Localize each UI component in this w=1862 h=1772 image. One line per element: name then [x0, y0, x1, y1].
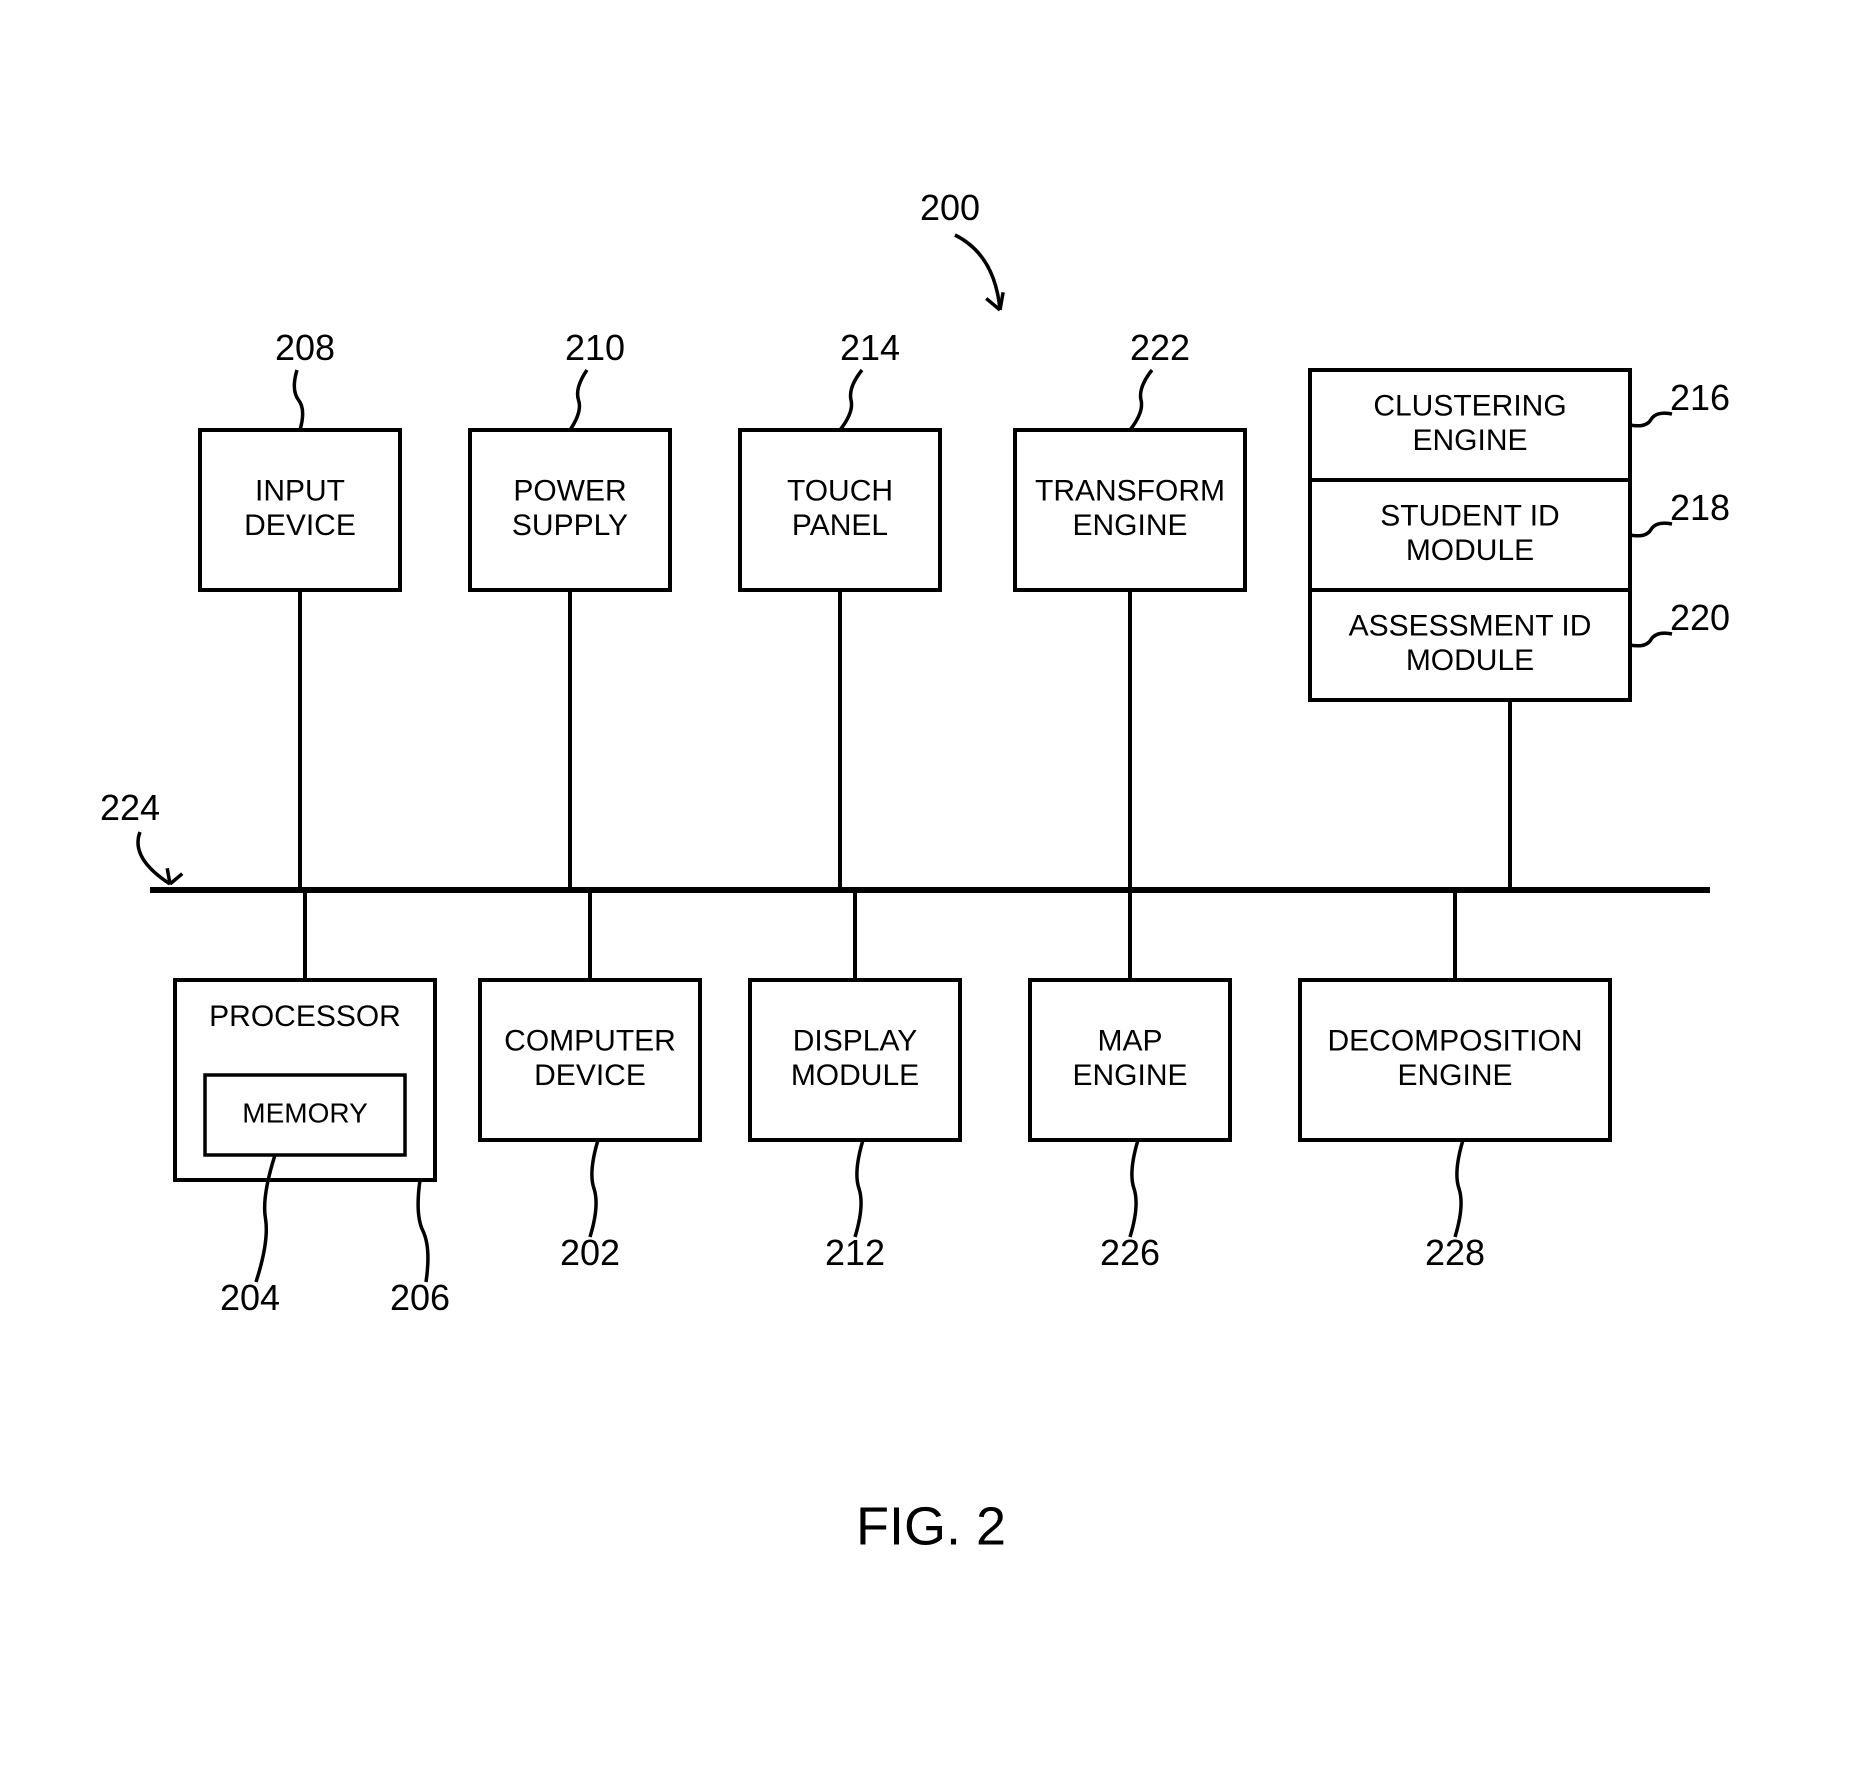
lead-206 — [418, 1180, 428, 1282]
ref-206: 206 — [390, 1277, 450, 1318]
lead-210 — [570, 370, 587, 430]
student-id-module-label: STUDENT ID — [1380, 500, 1559, 533]
ref-200: 200 — [920, 187, 980, 228]
lead-224 — [138, 832, 170, 884]
svg-text:MODULE: MODULE — [1406, 534, 1534, 567]
computer-device-label: COMPUTER — [504, 1025, 676, 1058]
ref-212: 212 — [825, 1232, 885, 1273]
lead-214 — [840, 370, 862, 430]
ref-202: 202 — [560, 1232, 620, 1273]
memory-label: MEMORY — [242, 1097, 368, 1128]
svg-text:ENGINE: ENGINE — [1072, 1059, 1187, 1092]
lead-226 — [1130, 1140, 1138, 1237]
ref-228: 228 — [1425, 1232, 1485, 1273]
ref-218: 218 — [1670, 487, 1730, 528]
ref-220: 220 — [1670, 597, 1730, 638]
svg-text:DEVICE: DEVICE — [534, 1059, 646, 1092]
ref-216: 216 — [1670, 377, 1730, 418]
svg-text:ENGINE: ENGINE — [1412, 424, 1527, 457]
lead-200 — [955, 235, 1000, 310]
touch-panel-label: TOUCH — [787, 475, 893, 508]
transform-engine-label: TRANSFORM — [1035, 475, 1225, 508]
svg-text:PANEL: PANEL — [792, 509, 888, 542]
lead-202 — [590, 1140, 598, 1237]
lead-222 — [1130, 370, 1152, 430]
lead-212 — [855, 1140, 863, 1237]
ref-210: 210 — [565, 327, 625, 368]
processor-label: PROCESSOR — [209, 1000, 401, 1033]
ref-226: 226 — [1100, 1232, 1160, 1273]
svg-text:MODULE: MODULE — [1406, 644, 1534, 677]
input-device-label: INPUT — [255, 475, 345, 508]
lead-228 — [1455, 1140, 1463, 1237]
map-engine-label: MAP — [1097, 1025, 1162, 1058]
ref-214: 214 — [840, 327, 900, 368]
ref-208: 208 — [275, 327, 335, 368]
svg-text:DEVICE: DEVICE — [244, 509, 356, 542]
ref-204: 204 — [220, 1277, 280, 1318]
display-module-label: DISPLAY — [793, 1025, 918, 1058]
figure-diagram: 224200INPUTDEVICE208POWERSUPPLY210TOUCHP… — [0, 0, 1862, 1772]
svg-text:ENGINE: ENGINE — [1397, 1059, 1512, 1092]
ref-224: 224 — [100, 787, 160, 828]
lead-216 — [1630, 413, 1672, 426]
lead-220 — [1630, 633, 1672, 646]
ref-222: 222 — [1130, 327, 1190, 368]
decomposition-engine-label: DECOMPOSITION — [1327, 1025, 1582, 1058]
power-supply-label: POWER — [513, 475, 626, 508]
svg-text:SUPPLY: SUPPLY — [512, 509, 628, 542]
clustering-engine-label: CLUSTERING — [1373, 390, 1566, 423]
assessment-id-module-label: ASSESSMENT ID — [1349, 610, 1592, 643]
svg-text:MODULE: MODULE — [791, 1059, 919, 1092]
lead-208 — [294, 370, 302, 430]
lead-218 — [1630, 523, 1672, 536]
svg-text:ENGINE: ENGINE — [1072, 509, 1187, 542]
figure-title: FIG. 2 — [856, 1496, 1006, 1556]
